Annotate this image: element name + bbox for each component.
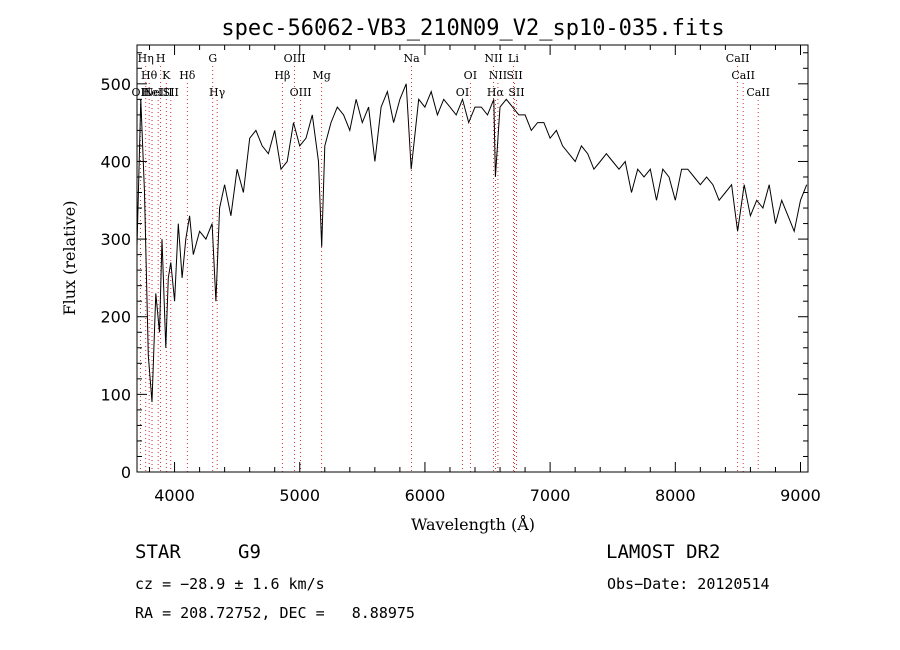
y-tick-label: 200 (100, 308, 131, 327)
spectrum-series-line (136, 83, 808, 403)
line-marker-label: NII (489, 69, 507, 82)
y-axis-label: Flux (relative) (60, 201, 79, 316)
subclass: G9 (238, 541, 261, 563)
line-marker-label: Li (508, 52, 519, 65)
line-marker-label: SII (506, 69, 522, 82)
y-tick-label: 100 (100, 385, 131, 404)
line-marker-label: SII (508, 86, 524, 99)
redshift-velocity: cz = −28.9 ± 1.6 km/s (135, 575, 325, 593)
y-axis-ticks: 0 100 200 300 400 500 (100, 52, 808, 482)
line-marker-label: CaII (746, 86, 770, 99)
line-marker-label: Mg (312, 69, 330, 82)
x-tick-label: 8000 (655, 486, 696, 505)
chart-title: spec-56062-VB3_210N09_V2_sp10-035.fits (221, 16, 724, 41)
x-tick-label: 9000 (780, 486, 821, 505)
x-axis-ticks: 4000 5000 6000 7000 8000 9000 (149, 45, 821, 505)
y-tick-label: 300 (100, 230, 131, 249)
y-tick-label: 500 (100, 75, 131, 94)
y-tick-label: 400 (100, 152, 131, 171)
emission-line-markers (139, 66, 759, 472)
x-tick-label: 6000 (405, 486, 446, 505)
line-marker-label: G (208, 52, 217, 65)
line-marker-label: Na (403, 52, 420, 65)
line-marker-label: NeIII (144, 86, 173, 99)
line-marker-label: OI (464, 69, 477, 82)
line-marker-label: CaII (731, 69, 755, 82)
line-marker-label: OII (132, 86, 150, 99)
survey-name: LAMOST DR2 (606, 541, 721, 563)
x-tick-label: 7000 (530, 486, 571, 505)
line-marker-label: H (156, 52, 166, 65)
x-tick-label: 4000 (154, 486, 195, 505)
line-marker-label: Hγ (209, 86, 226, 99)
line-marker-label: Hβ (274, 69, 290, 82)
line-marker-label: NII (484, 52, 502, 65)
line-marker-label: SII (163, 86, 179, 99)
x-axis-label: Wavelength (Å) (411, 514, 535, 534)
line-marker-label: K (162, 69, 171, 82)
line-marker-label: Hθ (141, 69, 158, 82)
x-tick-label: 5000 (279, 486, 320, 505)
line-marker-label: Hδ (179, 69, 196, 82)
y-tick-label: 0 (121, 463, 131, 482)
object-class: STAR (135, 541, 181, 563)
observation-date: Obs−Date: 20120514 (607, 575, 770, 593)
line-marker-label: OIII (284, 52, 306, 65)
line-marker-label: OI (456, 86, 469, 99)
line-marker-label: CaII (726, 52, 750, 65)
line-marker-label: OIII (290, 86, 312, 99)
coordinates: RA = 208.72752, DEC = 8.88975 (135, 604, 415, 622)
plot-frame (136, 44, 809, 473)
emission-line-labels: OIIHηHθHeINeIIIHKSIIHδGHγHβOIIIOIIIMgNaO… (132, 52, 770, 99)
line-marker-label: HeI (142, 86, 162, 99)
line-marker-label: Hα (487, 86, 505, 99)
line-marker-label: Hη (138, 52, 154, 65)
